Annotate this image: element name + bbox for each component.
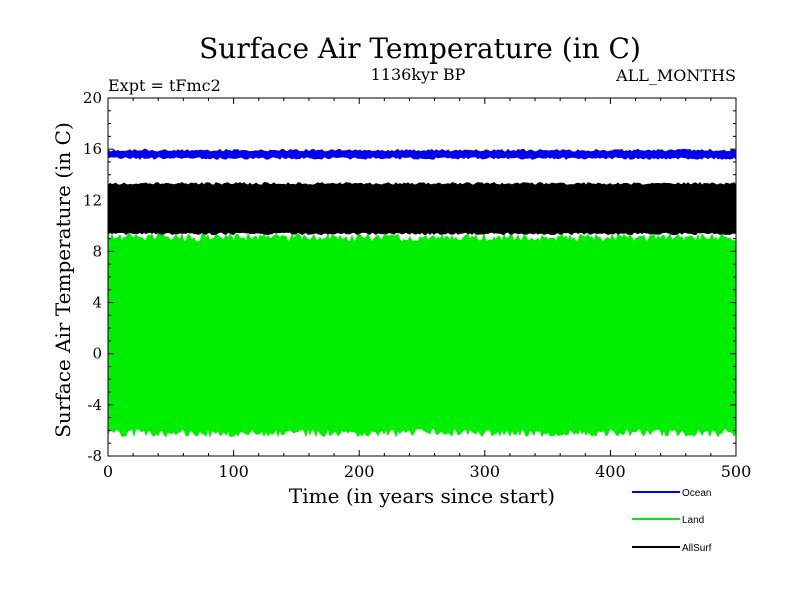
series-allsurf [107, 182, 737, 236]
y-tick-label: 16 [83, 140, 102, 158]
y-tick-label: 8 [92, 242, 102, 260]
series-land [107, 232, 737, 438]
y-tick-label: -4 [87, 396, 102, 414]
y-tick-label: -8 [87, 447, 102, 465]
x-tick-label: 0 [103, 462, 113, 481]
x-tick-label: 500 [721, 462, 752, 481]
chart-title: Surface Air Temperature (in C) [199, 32, 641, 65]
x-axis: 0 100 200 300 400 500 [103, 98, 751, 481]
x-tick-label: 100 [218, 462, 249, 481]
y-tick-label: 12 [83, 191, 102, 209]
legend-label-ocean: Ocean [682, 488, 711, 499]
y-tick-label: 20 [83, 89, 102, 107]
chart-subtitle: 1136kyr BP [371, 65, 466, 84]
months-label: ALL_MONTHS [615, 66, 736, 85]
x-axis-label: Time (in years since start) [289, 484, 555, 508]
y-tick-label: 4 [92, 294, 102, 312]
legend-label-land: Land [682, 515, 704, 526]
plot-series [107, 148, 737, 438]
legend: Ocean Land AllSurf [632, 488, 712, 554]
x-tick-label: 200 [344, 462, 375, 481]
legend-label-allsurf: AllSurf [682, 543, 712, 554]
y-axis-label: Surface Air Temperature (in C) [51, 122, 75, 438]
series-ocean [107, 148, 737, 160]
x-tick-label: 300 [470, 462, 501, 481]
y-axis: -8 -4 0 4 8 12 16 20 [83, 89, 736, 465]
experiment-label: Expt = tFmc2 [108, 76, 221, 95]
x-tick-label: 400 [595, 462, 626, 481]
y-tick-label: 0 [92, 345, 102, 363]
